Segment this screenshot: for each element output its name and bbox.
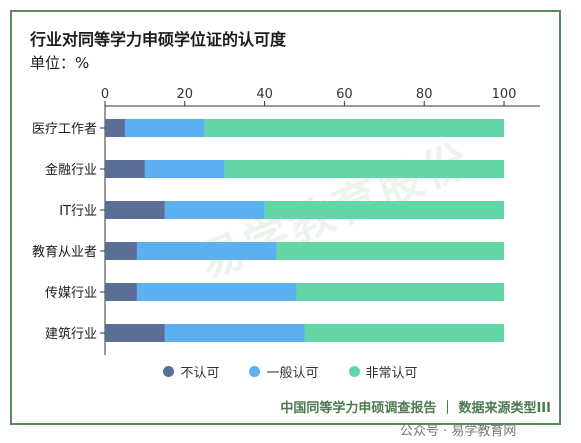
legend-item: 一般认可 xyxy=(249,362,319,381)
x-tick-label: 80 xyxy=(416,87,433,102)
legend-swatch xyxy=(163,366,175,377)
category-label: 传媒行业 xyxy=(45,286,97,301)
legend: 不认可 一般认可 非常认可 xyxy=(0,362,581,381)
bar-segment xyxy=(136,283,297,301)
category-label: 教育从业者 xyxy=(32,244,97,260)
bar-segment xyxy=(136,242,277,260)
wechat-label: 公众号 · 易学教育网 xyxy=(400,424,517,439)
x-tick-label: 20 xyxy=(177,87,194,102)
bar-segment xyxy=(144,160,225,178)
category-label: 金融行业 xyxy=(45,162,97,178)
bar-segment xyxy=(296,283,504,301)
bar-segment xyxy=(105,201,165,219)
bar-segment xyxy=(224,160,504,178)
bar-segment xyxy=(105,119,125,137)
legend-item: 非常认可 xyxy=(348,362,418,381)
category-label: 医疗工作者 xyxy=(32,122,97,137)
legend-swatch xyxy=(348,366,360,377)
chart-title: 行业对同等学力申硕学位证的认可度 xyxy=(30,30,287,49)
unit-label: 单位：% xyxy=(30,54,90,72)
bar-segment xyxy=(105,160,145,178)
x-tick-label: 40 xyxy=(256,87,273,102)
legend-label: 一般认可 xyxy=(266,366,319,381)
legend-label: 不认可 xyxy=(180,366,220,381)
bar-segment xyxy=(276,242,504,260)
category-label: IT行业 xyxy=(59,204,97,219)
bar-segment xyxy=(264,201,504,219)
x-tick-label: 0 xyxy=(101,87,109,102)
bar-segment xyxy=(164,324,305,342)
legend-swatch xyxy=(249,366,261,377)
bar-segment xyxy=(105,242,137,260)
bar-segment xyxy=(304,324,504,342)
x-tick-label: 60 xyxy=(336,87,353,102)
bar-segment xyxy=(105,283,137,301)
legend-label: 非常认可 xyxy=(365,366,418,381)
category-label: 建筑行业 xyxy=(45,326,97,342)
legend-item: 不认可 xyxy=(163,362,219,381)
x-tick-label: 100 xyxy=(492,87,517,102)
bar-segment xyxy=(164,201,265,219)
bar-segment xyxy=(124,119,205,137)
footer-source: 中国同等学力申硕调查报告 ｜ 数据来源类型III xyxy=(280,401,551,416)
bar-segment xyxy=(204,119,504,137)
bar-segment xyxy=(105,324,165,342)
